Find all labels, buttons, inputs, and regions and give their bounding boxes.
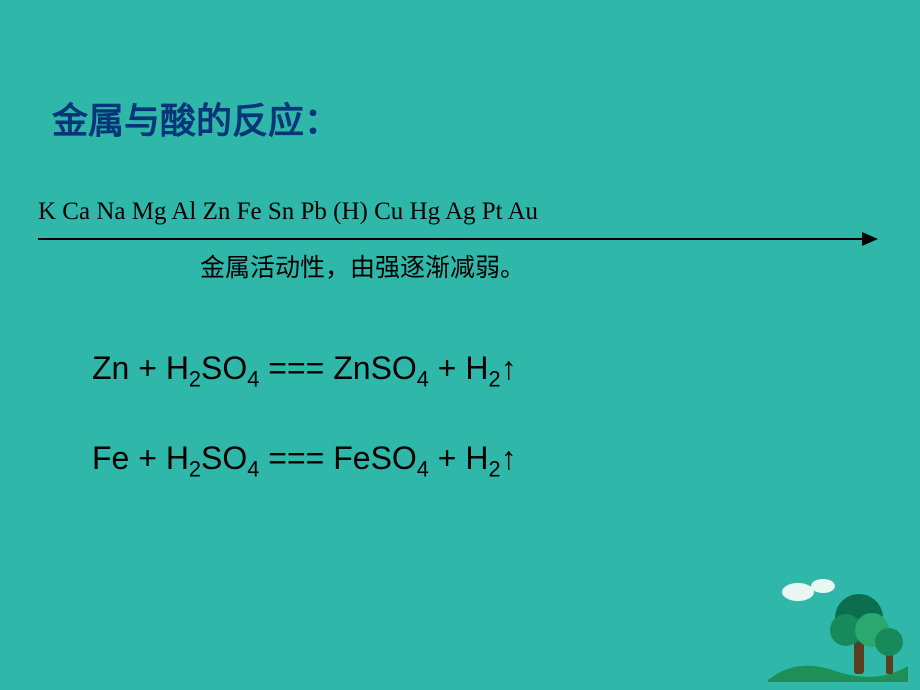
slide: 金属与酸的反应： K Ca Na Mg Al Zn Fe Sn Pb (H) C…: [0, 0, 920, 690]
activity-caption: 金属活动性，由强逐渐减弱。: [200, 248, 525, 284]
cloud-icon: [782, 583, 814, 601]
tree-decor-icon: [768, 572, 908, 682]
arrow-line: [38, 238, 862, 240]
foliage-icon: [875, 628, 903, 656]
cloud-icon: [811, 579, 835, 593]
arrow-head-icon: [862, 232, 878, 246]
activity-series: K Ca Na Mg Al Zn Fe Sn Pb (H) Cu Hg Ag P…: [38, 198, 538, 226]
slide-title: 金属与酸的反应：: [52, 92, 340, 144]
equation-2: Fe + H2SO4 === FeSO4 + H2↑: [92, 440, 517, 477]
trunk-icon: [854, 640, 864, 674]
equation-1: Zn + H2SO4 === ZnSO4 + H2↑: [92, 350, 517, 387]
